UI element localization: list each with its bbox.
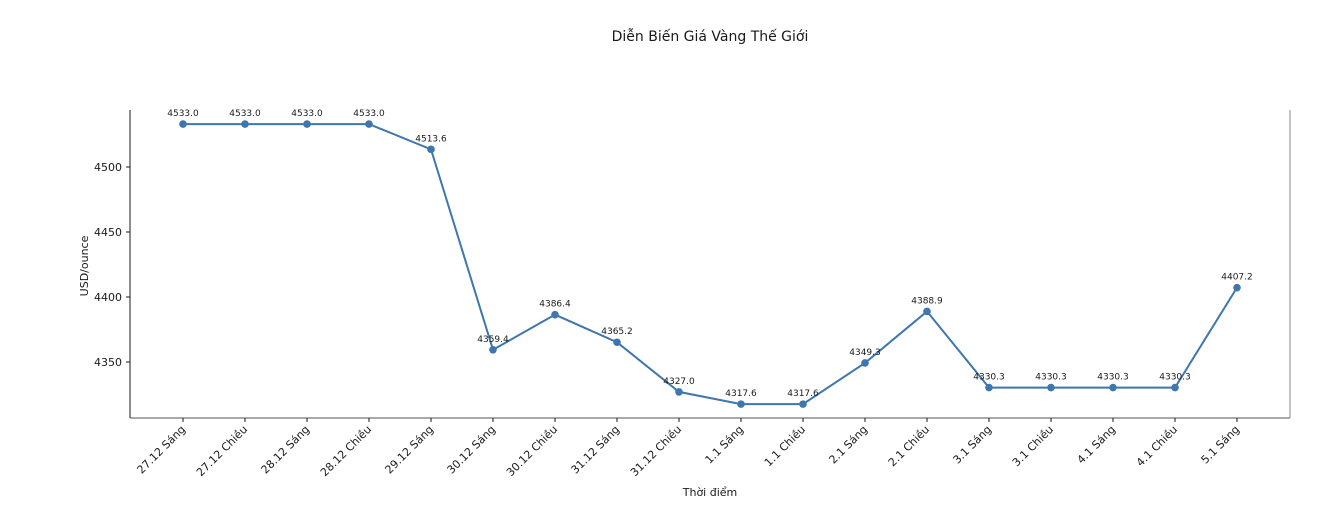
data-label: 4317.6 [787,389,819,399]
data-point [551,310,559,319]
data-point [303,120,311,128]
data-label: 4365.2 [601,327,633,337]
y-tick-label: 4350 [94,356,122,369]
y-tick-label: 4500 [94,161,122,174]
data-point [241,120,249,128]
data-label: 4533.0 [229,109,261,119]
x-tick-label: 27.12 Sáng [135,423,189,477]
y-tick-label: 4400 [94,291,122,304]
data-point [923,307,931,316]
data-label: 4388.9 [911,296,943,306]
x-tick-label: 31.12 Sáng [569,423,623,477]
y-tick-label: 4450 [94,226,122,239]
data-point [365,120,373,128]
data-point [1047,383,1055,392]
data-label: 4533.0 [353,109,385,119]
data-label: 4330.3 [1097,373,1129,383]
plot-area: 4533.0 4533.0 4533.0 4533.0 4513.6 4359.4 4386… [167,109,1253,408]
x-tick-label: 4.1 Sáng [1075,423,1119,467]
x-tick-label: 3.1 Chiều [1010,423,1056,469]
data-label: 4330.3 [1159,373,1191,383]
y-axis-label: USD/ounce [78,235,91,296]
x-axis: 27.12 Sáng 27.12 Chiều 28.12 Sáng 28.12 Chi… [135,418,1243,479]
data-label: 4359.4 [477,335,509,345]
data-point [985,383,993,392]
x-tick-label: 5.1 Sáng [1199,423,1243,467]
data-label: 4330.3 [1035,373,1067,383]
x-tick-label: 28.12 Chiều [318,423,374,479]
data-label: 4317.6 [725,389,757,399]
data-point [675,388,683,396]
x-tick-label: 30.12 Sáng [445,423,499,477]
data-label: 4513.6 [415,134,447,144]
data-label: 4330.3 [973,373,1005,383]
data-point [737,400,745,408]
series-line [183,123,1238,406]
data-point [1109,383,1117,392]
data-label: 4327.0 [663,377,695,387]
x-tick-label: 31.12 Chiều [628,423,684,479]
data-point [1171,383,1179,392]
chart-title: Diễn Biến Giá Vàng Thế Giới [612,28,809,45]
x-tick-label: 3.1 Sáng [951,423,995,467]
x-axis-label: Thời điểm [682,486,738,499]
data-label: 4533.0 [291,109,323,119]
x-tick-label: 2.1 Chiều [886,423,932,469]
data-point [427,145,435,154]
x-tick-label: 28.12 Sáng [259,423,313,477]
x-tick-label: 29.12 Sáng [383,423,437,477]
data-label: 4386.4 [539,300,571,310]
data-point [799,400,807,408]
x-tick-label: 2.1 Sáng [827,423,871,467]
y-axis: 4350 4400 4450 4500 [94,161,130,369]
data-label: 4407.2 [1221,273,1253,283]
data-point [861,359,869,367]
x-tick-label: 4.1 Chiều [1134,423,1180,469]
data-label: 4533.0 [167,109,199,119]
x-tick-label: 1.1 Sáng [703,423,747,467]
data-point [1233,283,1241,292]
x-tick-label: 27.12 Chiều [194,423,250,479]
x-tick-label: 30.12 Chiều [504,423,560,479]
data-label: 4349.3 [849,348,881,358]
data-point [489,345,497,354]
x-tick-label: 1.1 Chiều [762,423,808,469]
data-point [613,338,621,347]
data-point [179,120,187,128]
